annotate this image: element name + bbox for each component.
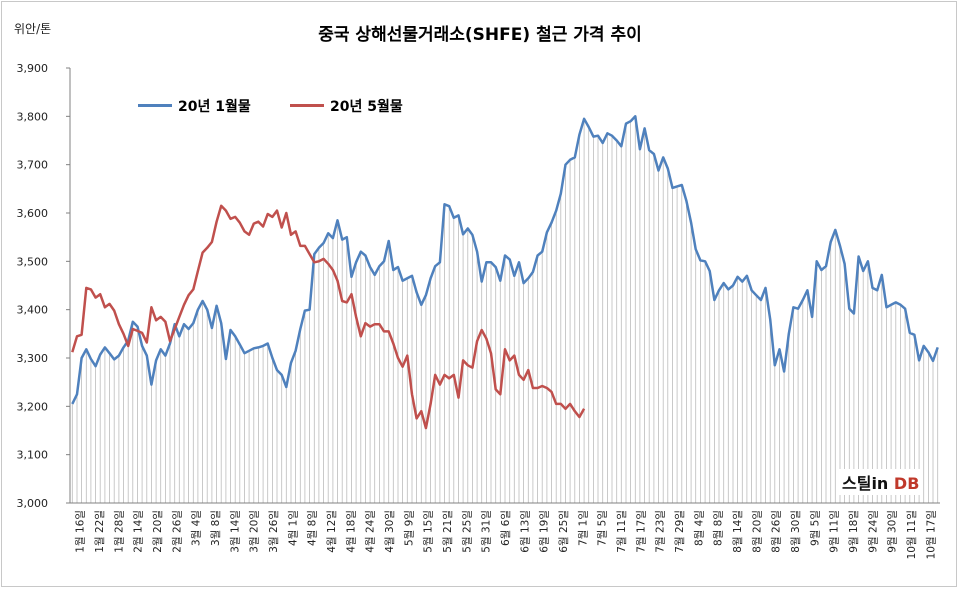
- brand-logo-part1: 스틸in: [842, 474, 889, 493]
- x-tick-label: 1월 28일: [112, 510, 125, 553]
- x-tick-label: 5월 25일: [460, 510, 473, 553]
- y-tick-label: 3,100: [17, 449, 49, 462]
- x-tick-label: 5월 21일: [441, 510, 454, 553]
- x-tick-label: 4월 18일: [344, 510, 357, 553]
- y-tick-label: 3,700: [17, 159, 49, 172]
- x-tick-label: 8월 26일: [770, 510, 783, 553]
- y-tick-label: 3,900: [17, 62, 49, 75]
- legend-item-series-2: 20년 5월물: [290, 96, 403, 116]
- chart-title: 중국 상해선물거래소(SHFE) 철근 가격 추이: [318, 25, 642, 45]
- y-tick-label: 3,800: [17, 110, 49, 123]
- x-tick-label: 3월 8일: [209, 510, 222, 546]
- x-tick-label: 3월 20일: [248, 510, 261, 553]
- y-tick-label: 3,500: [17, 255, 49, 268]
- x-tick-label: 2월 14일: [132, 510, 145, 553]
- x-tick-label: 3월 4일: [190, 510, 203, 546]
- x-tick-label: 9월 30일: [886, 510, 899, 553]
- drop-lines: [71, 116, 939, 503]
- x-tick-label: 1월 16일: [74, 510, 87, 553]
- x-tick-label: 4월 8일: [306, 510, 319, 546]
- series-line-2: [71, 204, 586, 430]
- x-tick-label: 9월 24일: [866, 510, 879, 553]
- legend-label-series-1: 20년 1월물: [178, 99, 251, 115]
- brand-logo-part2: DB: [893, 474, 920, 493]
- x-tick-label: 4월 30일: [383, 510, 396, 553]
- x-tick-label: 9월 5일: [808, 510, 821, 546]
- x-tick-label: 5월 15일: [422, 510, 435, 553]
- y-tick-label: 3,000: [17, 497, 49, 510]
- x-tick-label: 8월 30일: [789, 510, 802, 553]
- y-tick-label: 3,200: [17, 400, 49, 413]
- x-tick-label: 8월 20일: [750, 510, 763, 553]
- x-tick-label: 7월 11일: [615, 510, 628, 553]
- x-tick-label: 10월 11일: [905, 510, 918, 559]
- x-tick-label: 2월 20일: [151, 510, 164, 553]
- x-tick-label: 8월 14일: [731, 510, 744, 553]
- y-tick-label: 3,400: [17, 304, 49, 317]
- x-tick-label: 9월 18일: [847, 510, 860, 553]
- brand-logo: 스틸in DB: [838, 469, 924, 495]
- x-tick-label: 5월 31일: [480, 510, 493, 553]
- x-tick-label: 10월 17일: [924, 510, 937, 559]
- x-tick-label: 7월 5일: [596, 510, 609, 546]
- x-tick-label: 7월 17일: [634, 510, 647, 553]
- x-tick-label: 7월 23일: [654, 510, 667, 553]
- x-tick-label: 6월 13일: [518, 510, 531, 553]
- legend-swatch-series-1: [138, 103, 172, 107]
- x-tick-label: 7월 29일: [673, 510, 686, 553]
- x-tick-label: 5월 9일: [402, 510, 415, 546]
- legend-item-series-1: 20년 1월물: [138, 96, 251, 116]
- x-tick-label: 6월 6일: [499, 510, 512, 546]
- x-tick-label: 2월 26일: [170, 510, 183, 553]
- x-tick-label: 1월 22일: [93, 510, 106, 553]
- legend-label-series-2: 20년 5월물: [330, 99, 403, 115]
- series-line-1: [71, 115, 939, 405]
- x-tick-label: 6월 25일: [557, 510, 570, 553]
- legend-swatch-series-2: [290, 103, 324, 107]
- x-tick-label: 7월 1일: [576, 510, 589, 546]
- x-tick-label: 4월 24일: [364, 510, 377, 553]
- y-axis-unit-label: 위안/톤: [14, 22, 52, 36]
- x-tick-label: 4월 1일: [286, 510, 299, 546]
- x-tick-label: 6월 19일: [538, 510, 551, 553]
- x-tick-label: 3월 14일: [228, 510, 241, 553]
- x-tick-label: 9월 11일: [828, 510, 841, 553]
- y-tick-label: 3,600: [17, 207, 49, 220]
- y-tick-label: 3,300: [17, 352, 49, 365]
- x-tick-label: 4월 12일: [325, 510, 338, 553]
- x-tick-label: 8월 8일: [712, 510, 725, 546]
- x-tick-label: 3월 26일: [267, 510, 280, 553]
- x-tick-label: 8월 4일: [692, 510, 705, 546]
